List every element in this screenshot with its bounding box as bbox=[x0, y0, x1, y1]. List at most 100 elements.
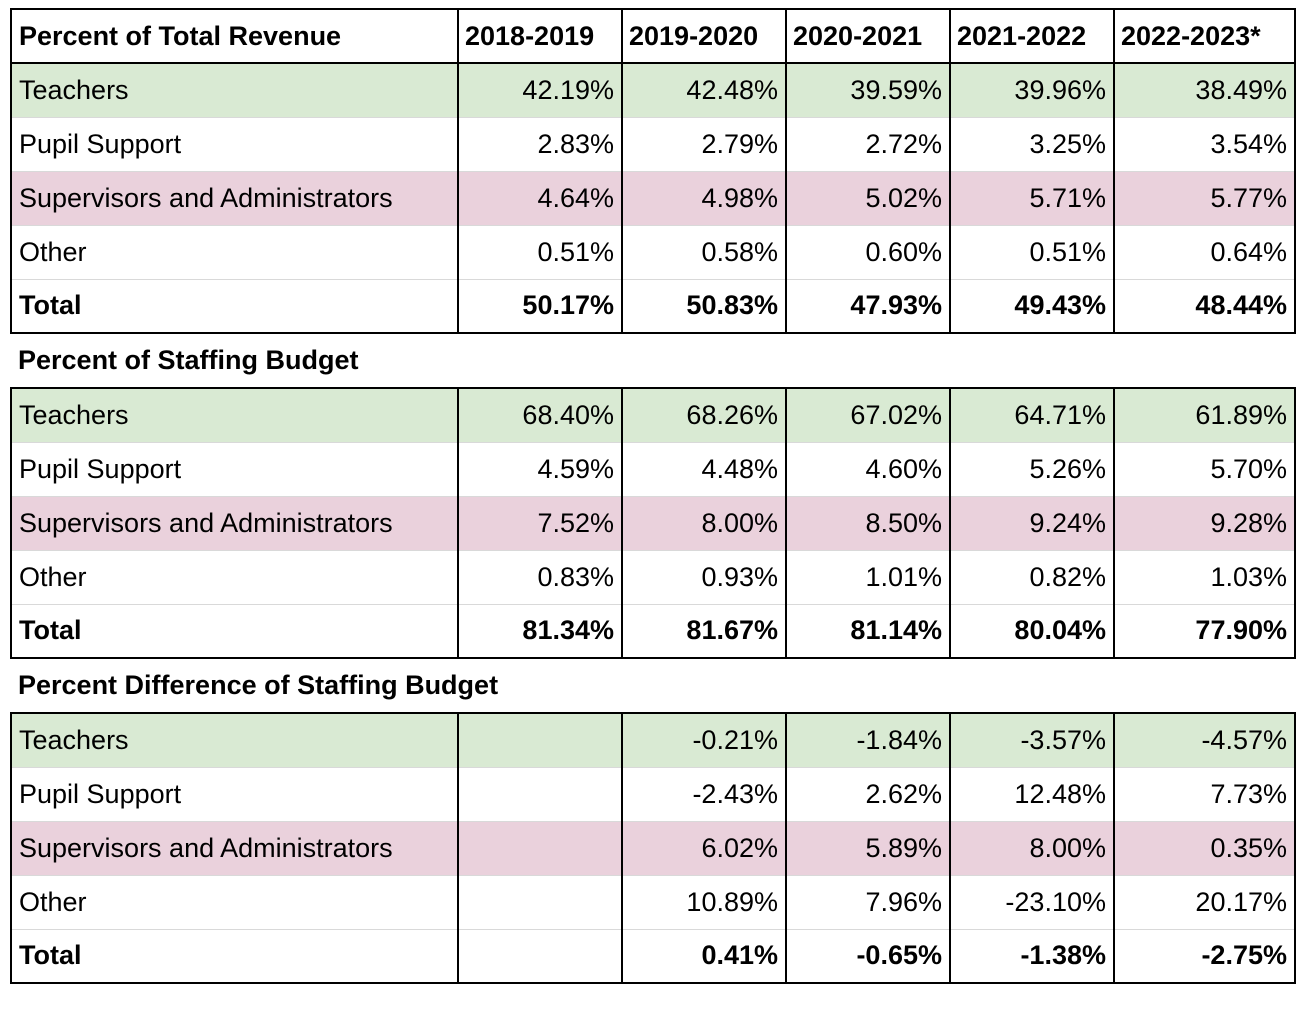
section-header-row: Percent of Staffing Budget bbox=[11, 333, 1295, 388]
table-cell: 9.24% bbox=[949, 495, 1115, 551]
table-cell: 38.49% bbox=[1113, 62, 1296, 118]
table-cell: 0.41% bbox=[621, 928, 787, 984]
table-cell: 7.96% bbox=[785, 874, 951, 930]
table-cell: 0.64% bbox=[1113, 224, 1296, 280]
row-label-teachers: Teachers bbox=[10, 62, 459, 118]
table-cell: 0.51% bbox=[457, 224, 623, 280]
table-cell: 0.60% bbox=[785, 224, 951, 280]
table-cell: 80.04% bbox=[949, 603, 1115, 659]
row-label-supervisors: Supervisors and Administrators bbox=[10, 495, 459, 551]
table-cell: 39.96% bbox=[949, 62, 1115, 118]
table-cell: -23.10% bbox=[949, 874, 1115, 930]
staffing-budget-table: Percent of Total Revenue 2018-2019 2019-… bbox=[10, 8, 1296, 984]
table-cell: 2.83% bbox=[457, 116, 623, 172]
row-label-supervisors: Supervisors and Administrators bbox=[10, 820, 459, 876]
table-cell: 48.44% bbox=[1113, 278, 1296, 334]
year-header: 2018-2019 bbox=[457, 8, 623, 64]
table-cell: 61.89% bbox=[1113, 387, 1296, 443]
table-cell: 0.83% bbox=[457, 549, 623, 605]
table-cell: -4.57% bbox=[1113, 712, 1296, 768]
table-cell: 81.34% bbox=[457, 603, 623, 659]
table-cell: 12.48% bbox=[949, 766, 1115, 822]
year-header: 2021-2022 bbox=[949, 8, 1115, 64]
table-cell: 0.58% bbox=[621, 224, 787, 280]
table-cell: 4.60% bbox=[785, 441, 951, 497]
table-cell: 10.89% bbox=[621, 874, 787, 930]
table-cell: 2.62% bbox=[785, 766, 951, 822]
table-cell: 5.89% bbox=[785, 820, 951, 876]
table-row: Other 0.51% 0.58% 0.60% 0.51% 0.64% bbox=[10, 224, 1296, 280]
table-cell: 3.54% bbox=[1113, 116, 1296, 172]
table-row: Teachers 42.19% 42.48% 39.59% 39.96% 38.… bbox=[10, 62, 1296, 118]
table-cell: 9.28% bbox=[1113, 495, 1296, 551]
table-cell: 0.51% bbox=[949, 224, 1115, 280]
table-cell: 1.03% bbox=[1113, 549, 1296, 605]
section-title-percent-difference: Percent Difference of Staffing Budget bbox=[18, 670, 499, 700]
table-row: Pupil Support 4.59% 4.48% 4.60% 5.26% 5.… bbox=[10, 441, 1296, 497]
table-row: Supervisors and Administrators 4.64% 4.9… bbox=[10, 170, 1296, 226]
table-row: Teachers -0.21% -1.84% -3.57% -4.57% bbox=[10, 712, 1296, 768]
table-cell: 20.17% bbox=[1113, 874, 1296, 930]
table-row: Supervisors and Administrators 7.52% 8.0… bbox=[10, 495, 1296, 551]
table-cell: 5.77% bbox=[1113, 170, 1296, 226]
table-cell: 8.00% bbox=[949, 820, 1115, 876]
year-header: 2019-2020 bbox=[621, 8, 787, 64]
table-cell: 49.43% bbox=[949, 278, 1115, 334]
row-label-pupil-support: Pupil Support bbox=[10, 441, 459, 497]
table-cell: 6.02% bbox=[621, 820, 787, 876]
table-cell: 42.48% bbox=[621, 62, 787, 118]
table-row: Other 0.83% 0.93% 1.01% 0.82% 1.03% bbox=[10, 549, 1296, 605]
table-cell: 5.02% bbox=[785, 170, 951, 226]
table-row: Supervisors and Administrators 6.02% 5.8… bbox=[10, 820, 1296, 876]
table-cell: -3.57% bbox=[949, 712, 1115, 768]
table-cell: 2.72% bbox=[785, 116, 951, 172]
year-header: 2022-2023* bbox=[1113, 8, 1296, 64]
total-row: Total 50.17% 50.83% 47.93% 49.43% 48.44% bbox=[10, 278, 1296, 334]
table-cell: 0.35% bbox=[1113, 820, 1296, 876]
table-cell: 3.25% bbox=[949, 116, 1115, 172]
table-cell: 4.98% bbox=[621, 170, 787, 226]
table-row: Other 10.89% 7.96% -23.10% 20.17% bbox=[10, 874, 1296, 930]
table-cell: 77.90% bbox=[1113, 603, 1296, 659]
table-cell: -1.84% bbox=[785, 712, 951, 768]
table-cell: 81.14% bbox=[785, 603, 951, 659]
section-title-staffing-budget: Percent of Staffing Budget bbox=[18, 345, 359, 375]
row-label-pupil-support: Pupil Support bbox=[10, 116, 459, 172]
table-row: Pupil Support -2.43% 2.62% 12.48% 7.73% bbox=[10, 766, 1296, 822]
table-cell: 68.26% bbox=[621, 387, 787, 443]
table-cell: -0.65% bbox=[785, 928, 951, 984]
table-cell: 0.93% bbox=[621, 549, 787, 605]
table-cell: -0.21% bbox=[621, 712, 787, 768]
table-cell: 1.01% bbox=[785, 549, 951, 605]
table-cell: 7.52% bbox=[457, 495, 623, 551]
table-cell: 5.70% bbox=[1113, 441, 1296, 497]
row-label-total: Total bbox=[10, 278, 459, 334]
section-header-row: Percent Difference of Staffing Budget bbox=[11, 658, 1295, 713]
table-cell: -2.75% bbox=[1113, 928, 1296, 984]
table-cell: 4.64% bbox=[457, 170, 623, 226]
row-label-other: Other bbox=[10, 549, 459, 605]
table-cell: 64.71% bbox=[949, 387, 1115, 443]
table-cell: -1.38% bbox=[949, 928, 1115, 984]
total-row: Total 0.41% -0.65% -1.38% -2.75% bbox=[10, 928, 1296, 984]
table-row: Pupil Support 2.83% 2.79% 2.72% 3.25% 3.… bbox=[10, 116, 1296, 172]
table-cell: 50.17% bbox=[457, 278, 623, 334]
section-title-total-revenue: Percent of Total Revenue bbox=[10, 8, 459, 64]
table-cell bbox=[457, 928, 623, 984]
row-label-other: Other bbox=[10, 224, 459, 280]
row-label-other: Other bbox=[10, 874, 459, 930]
table-cell: 0.82% bbox=[949, 549, 1115, 605]
table-cell: 42.19% bbox=[457, 62, 623, 118]
table-cell: 2.79% bbox=[621, 116, 787, 172]
header-row: Percent of Total Revenue 2018-2019 2019-… bbox=[10, 8, 1296, 64]
year-header: 2020-2021 bbox=[785, 8, 951, 64]
table-cell bbox=[457, 766, 623, 822]
table-cell: 47.93% bbox=[785, 278, 951, 334]
table-cell bbox=[457, 712, 623, 768]
row-label-total: Total bbox=[10, 603, 459, 659]
table-cell: 4.48% bbox=[621, 441, 787, 497]
row-label-supervisors: Supervisors and Administrators bbox=[10, 170, 459, 226]
table-cell bbox=[457, 820, 623, 876]
table-cell: 39.59% bbox=[785, 62, 951, 118]
